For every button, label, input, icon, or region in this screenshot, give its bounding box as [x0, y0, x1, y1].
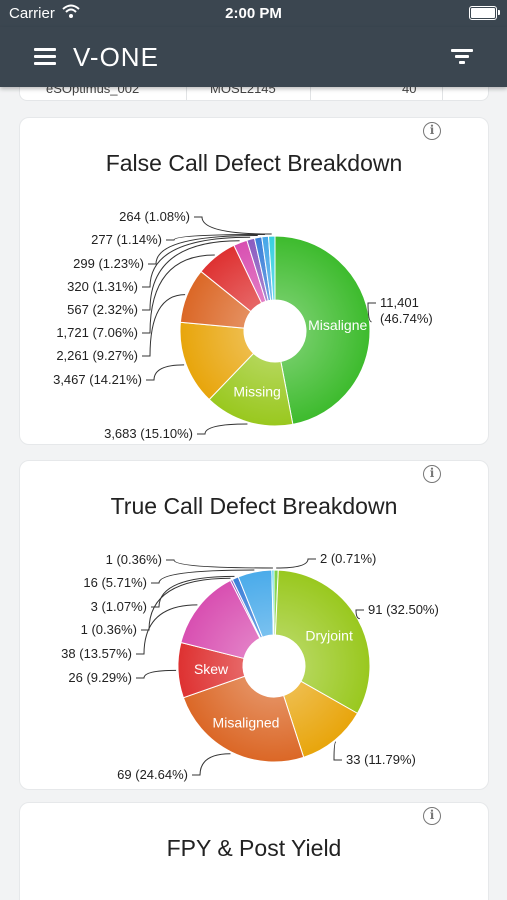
info-icon[interactable]: i — [423, 122, 441, 140]
status-bar: Carrier 2:00 PM — [0, 0, 507, 27]
clock: 2:00 PM — [225, 5, 282, 22]
filter-icon[interactable] — [451, 49, 473, 65]
slice-value-label: 38 (13.57%) — [61, 646, 132, 661]
leader-line — [151, 575, 235, 608]
pie-slices — [179, 235, 371, 427]
slice-value-label: 3,683 (15.10%) — [104, 426, 193, 441]
pie-slice[interactable] — [182, 675, 305, 763]
slice-value-label: 16 (5.71%) — [83, 575, 147, 590]
slice-value-label: 3 (1.07%) — [91, 599, 147, 614]
pie-slices — [177, 569, 371, 763]
battery-icon — [469, 6, 500, 20]
slice-value-label: 33 (11.79%) — [346, 752, 416, 767]
leader-line — [136, 604, 198, 655]
slice-category-label: Misaligne — [308, 317, 367, 333]
slice-value-label: 91 (32.50%) — [368, 602, 439, 617]
leader-line — [166, 559, 273, 569]
card-title: True Call Defect Breakdown — [110, 493, 398, 519]
pie-slice[interactable] — [267, 235, 276, 301]
leader-line — [148, 235, 258, 265]
leader-line — [194, 216, 272, 235]
true-call-pie-chart: 2 (0.71%) 91 (32.50%) Dryjoint 33 (11.79%) 6… — [61, 551, 439, 782]
leader-line — [142, 236, 251, 288]
info-icon[interactable]: i — [423, 465, 441, 483]
false-call-pie-chart: 11,401 (46.74%) Misaligne 3,683 (15.10%) Mis… — [53, 209, 433, 441]
leader-line — [192, 753, 231, 776]
true-call-card: i True Call Defect Breakdown 2 (0.71%) 91… — [19, 460, 489, 790]
brand-logo: V-ONE — [73, 42, 159, 72]
pie-slice[interactable] — [274, 569, 371, 715]
slice-value-label: 1 (0.36%) — [106, 552, 162, 567]
leader-line — [142, 240, 240, 311]
carrier-label: Carrier — [9, 5, 55, 22]
table-cell: MOSL2145 — [210, 87, 276, 96]
card-title: False Call Defect Breakdown — [105, 150, 403, 176]
fpy-card: i FPY & Post Yield — [19, 802, 489, 900]
leader-line — [136, 669, 177, 679]
slice-value-label: 277 (1.14%) — [91, 232, 162, 247]
leader-line — [146, 364, 185, 381]
pie-slice[interactable] — [274, 235, 371, 425]
leader-line — [142, 254, 215, 334]
slice-value-label: 1,721 (7.06%) — [56, 325, 138, 340]
leader-line — [141, 577, 231, 631]
slice-value-label: 3,467 (14.21%) — [53, 372, 142, 387]
leader-line — [166, 234, 265, 241]
slice-value-label: 2,261 (9.27%) — [56, 348, 138, 363]
pie-slice[interactable] — [271, 569, 275, 636]
table-cell: eSOptimus_002 — [46, 87, 140, 96]
wifi-icon — [62, 4, 80, 18]
leader-line — [367, 302, 376, 323]
leader-line — [142, 294, 186, 357]
slice-category-label: Skew — [194, 661, 229, 677]
leader-line — [355, 609, 364, 620]
leader-line — [333, 741, 342, 761]
slice-category-label: Missing — [233, 383, 280, 399]
pie-slice[interactable] — [179, 321, 255, 401]
slice-category-label: Dryjoint — [305, 628, 353, 644]
leader-line — [197, 423, 248, 435]
info-icon[interactable]: i — [423, 807, 441, 825]
slice-value-label: 264 (1.08%) — [119, 209, 190, 224]
nav-bar: V-ONE — [0, 27, 507, 87]
slice-value-label: 567 (2.32%) — [67, 302, 138, 317]
leader-line — [151, 569, 255, 584]
table-card-remnant: eSOptimus_002 MOSL2145 40 — [19, 87, 489, 101]
slice-value-label: 69 (24.64%) — [117, 767, 188, 782]
false-call-card: i False Call Defect Breakdown 11,401 (46.… — [19, 117, 489, 445]
pie-slice[interactable] — [208, 352, 294, 427]
leader-line — [276, 558, 316, 569]
slice-value-label: 320 (1.31%) — [67, 279, 138, 294]
slice-value-label: 11,401 (46.74%) — [380, 295, 433, 326]
slice-category-label: Misaligned — [213, 714, 280, 730]
slice-value-label: 299 (1.23%) — [73, 256, 144, 271]
table-cell: 40 — [402, 87, 417, 96]
slice-value-label: 1 (0.36%) — [81, 622, 137, 637]
card-title: FPY & Post Yield — [166, 835, 342, 861]
slice-value-label: 2 (0.71%) — [320, 551, 376, 566]
slice-value-label: 26 (9.29%) — [68, 670, 132, 685]
menu-icon[interactable] — [34, 48, 56, 66]
dashboard-scroll[interactable]: eSOptimus_002 MOSL2145 40 i False Call D… — [0, 87, 507, 900]
